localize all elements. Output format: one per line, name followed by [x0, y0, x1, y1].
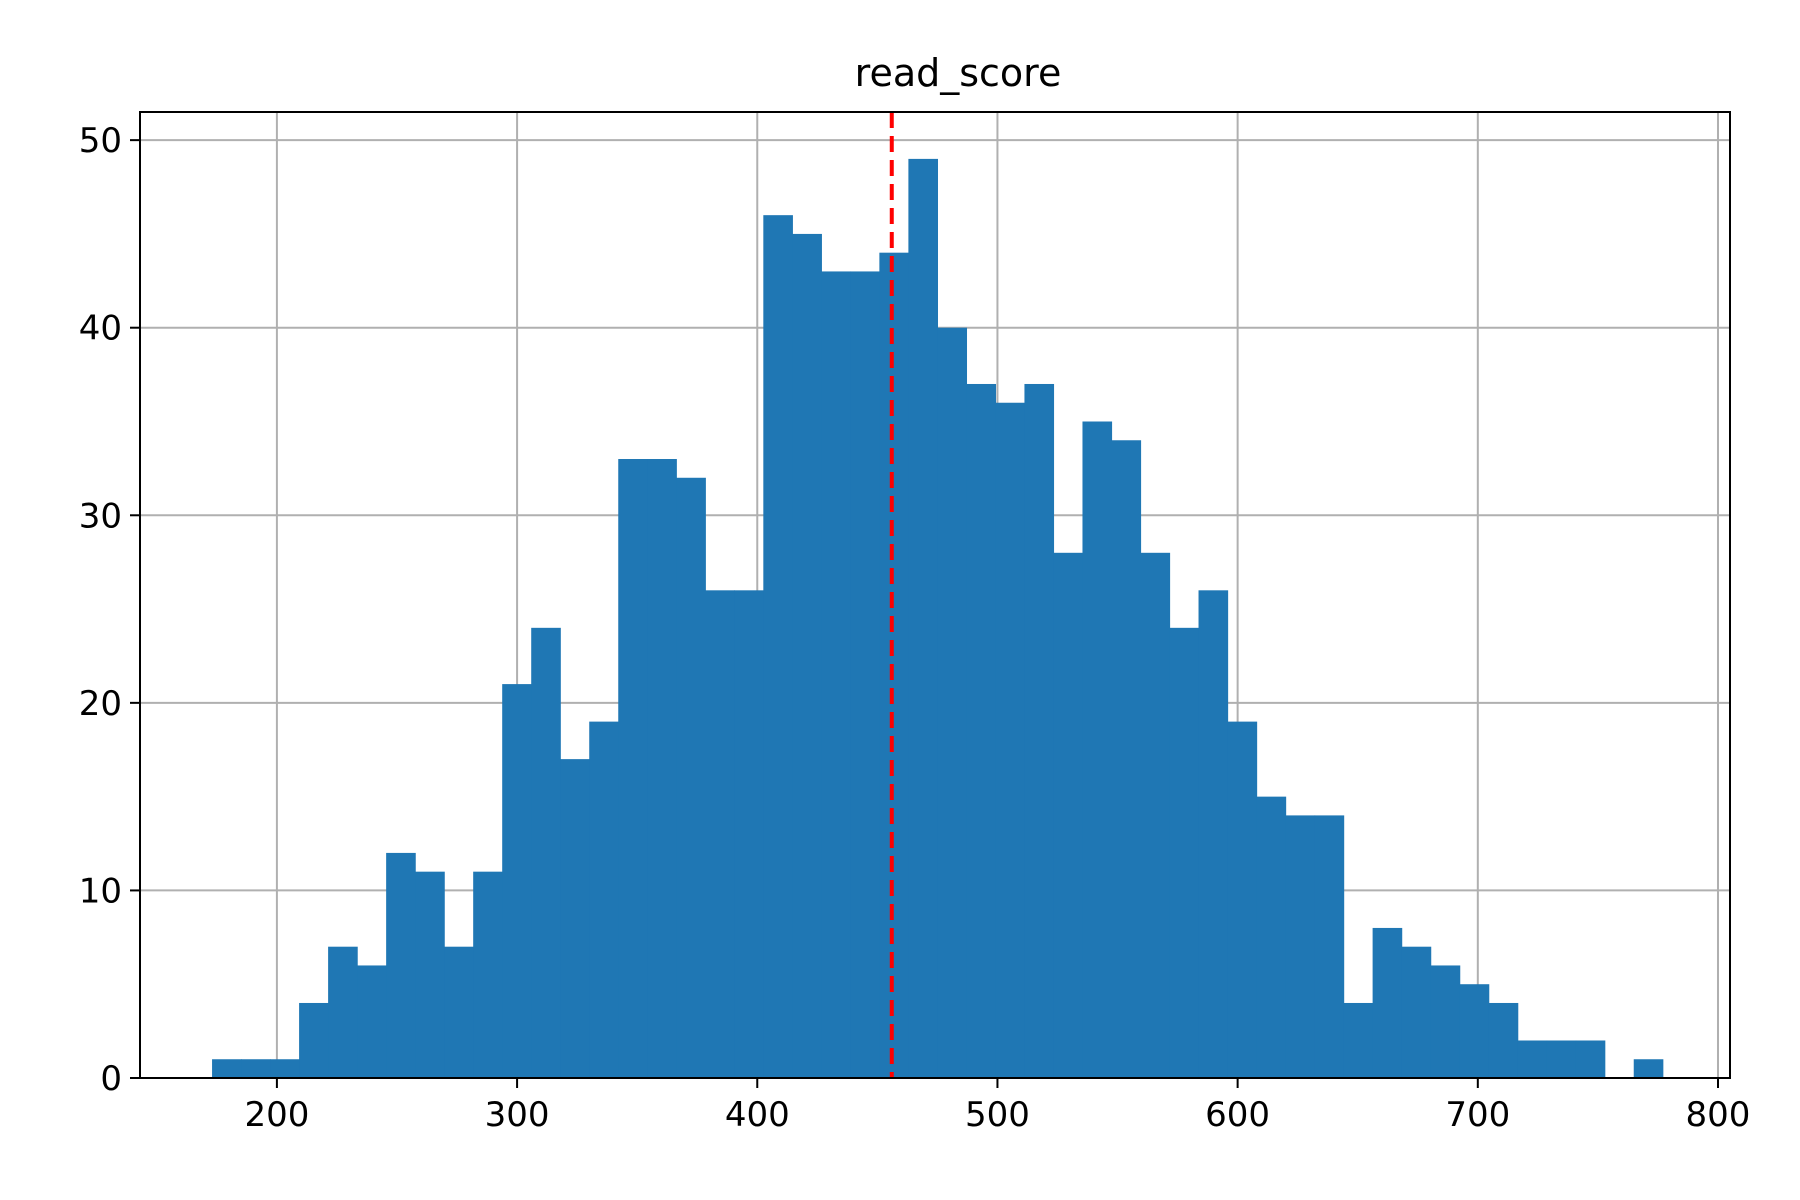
histogram-bar: [357, 965, 387, 1078]
histogram-bar: [1314, 815, 1345, 1078]
histogram-bar: [1169, 627, 1200, 1078]
x-axis-ticks: 200 300 400 500 600 700 800: [244, 1078, 1750, 1135]
histogram-bar: [734, 590, 764, 1078]
x-tick-label: 400: [725, 1095, 790, 1135]
y-tick-label: 0: [100, 1059, 122, 1099]
histogram-bar: [850, 271, 880, 1078]
histogram-bar: [705, 590, 735, 1078]
histogram-bar: [1140, 552, 1171, 1078]
histogram-bar: [1372, 927, 1403, 1078]
histogram-bar: [676, 477, 706, 1079]
x-tick-label: 500: [965, 1095, 1030, 1135]
x-tick-label: 700: [1445, 1095, 1510, 1135]
y-tick-label: 20: [79, 684, 122, 724]
x-tick-label: 600: [1205, 1095, 1270, 1135]
histogram-bar: [1082, 421, 1113, 1079]
histogram-bar: [908, 158, 939, 1079]
histogram-bar: [415, 871, 445, 1078]
histogram-bar: [879, 252, 909, 1078]
histogram-bar: [1256, 796, 1287, 1078]
histogram-bar: [1198, 590, 1229, 1078]
histogram-bar: [1111, 440, 1142, 1078]
histogram-bar: [531, 627, 561, 1078]
histogram-bar: [792, 233, 822, 1078]
histogram-bars: [212, 158, 1664, 1079]
y-axis-ticks: 0 10 20 30 40 50: [79, 121, 140, 1099]
plot-frame: [139, 111, 1731, 1079]
y-tick-label: 40: [79, 309, 122, 349]
histogram-bar: [937, 327, 968, 1078]
histogram-bar: [618, 459, 648, 1078]
histogram-bar: [995, 402, 1026, 1078]
x-tick-label: 300: [485, 1095, 550, 1135]
histogram-bar: [1575, 1040, 1606, 1078]
histogram-bar: [212, 1059, 242, 1078]
histogram-bar: [589, 721, 619, 1078]
histogram-bar: [647, 459, 677, 1078]
histogram-bar: [1517, 1040, 1548, 1078]
histogram-bar: [966, 383, 997, 1078]
histogram-bar: [1285, 815, 1316, 1078]
y-tick-label: 30: [79, 496, 122, 536]
histogram-bar: [560, 759, 590, 1078]
histogram-bar: [241, 1059, 271, 1078]
histogram-bar: [270, 1059, 300, 1078]
histogram-bar: [473, 871, 503, 1078]
histogram-bar: [821, 271, 851, 1078]
histogram-bar: [444, 946, 474, 1078]
x-tick-label: 800: [1686, 1095, 1751, 1135]
histogram-bar: [1227, 721, 1258, 1078]
y-tick-label: 10: [79, 871, 122, 911]
histogram-bar: [1430, 965, 1461, 1078]
histogram-bar: [1024, 383, 1055, 1078]
y-tick-label: 50: [79, 121, 122, 161]
histogram-bar: [1633, 1059, 1664, 1078]
histogram-bar: [328, 946, 358, 1078]
histogram-bar: [502, 684, 532, 1078]
x-tick-label: 200: [244, 1095, 309, 1135]
histogram-bar: [763, 215, 793, 1079]
chart-title: read_score: [855, 51, 1062, 95]
histogram-bar: [299, 1002, 329, 1078]
histogram-bar: [1459, 984, 1490, 1078]
histogram-bar: [386, 852, 416, 1078]
histogram-bar: [1401, 946, 1432, 1078]
histogram-bar: [1546, 1040, 1577, 1078]
histogram-bar: [1053, 552, 1084, 1078]
histogram-bar: [1343, 1002, 1374, 1078]
histogram-bar: [1488, 1002, 1519, 1078]
